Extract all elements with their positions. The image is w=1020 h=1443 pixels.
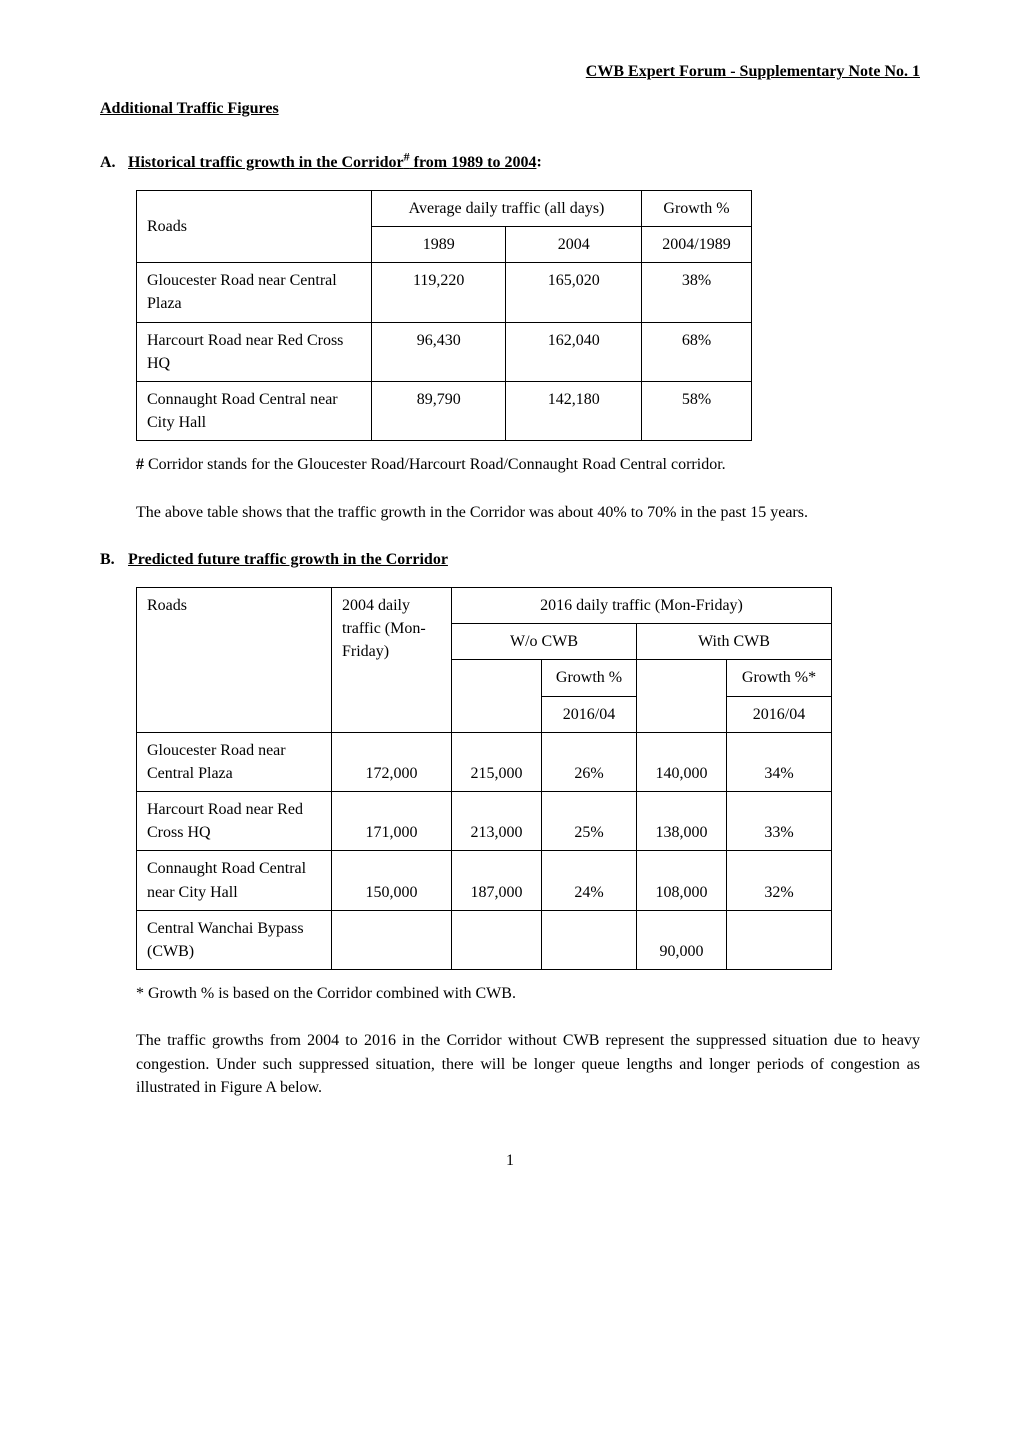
table-a-2004-cell: 162,040 — [506, 322, 642, 381]
table-a-2004-cell: 142,180 — [506, 382, 642, 441]
table-b-wo-val-cell: 187,000 — [452, 851, 542, 910]
table-a-1989-cell: 89,790 — [372, 382, 506, 441]
table-b-blank-with — [637, 660, 727, 732]
table-a-road-cell: Connaught Road Central near City Hall — [137, 382, 372, 441]
section-b-paragraph: The traffic growths from 2004 to 2016 in… — [136, 1029, 920, 1099]
table-b-wo-g-cell: 25% — [542, 792, 637, 851]
note-hash-text: Corridor stands for the Gloucester Road/… — [144, 456, 726, 473]
section-a-title: Historical traffic growth in the Corrido… — [128, 154, 536, 171]
table-b-col-growth-pct: Growth % — [542, 660, 637, 696]
table-a-road-cell: Harcourt Road near Red Cross HQ — [137, 322, 372, 381]
section-a-heading: A. Historical traffic growth in the Corr… — [100, 148, 920, 174]
table-a-col-growth-years: 2004/1989 — [642, 227, 752, 263]
table-b-col-2004-daily: 2004 daily traffic (Mon-Friday) — [332, 587, 452, 732]
table-b-col-with-cwb: With CWB — [637, 624, 832, 660]
table-row: Connaught Road Central near City Hall 15… — [137, 851, 832, 910]
table-b-col-wo-cwb: W/o CWB — [452, 624, 637, 660]
section-a-letter: A. — [100, 151, 124, 174]
table-b-col-roads: Roads — [137, 587, 332, 732]
table-b-2004-cell: 171,000 — [332, 792, 452, 851]
page-number: 1 — [100, 1149, 920, 1172]
table-a-growth-cell: 68% — [642, 322, 752, 381]
section-b-heading: B. Predicted future traffic growth in th… — [100, 548, 920, 571]
table-b-with-g-cell: 33% — [727, 792, 832, 851]
table-row: Harcourt Road near Red Cross HQ 171,000 … — [137, 792, 832, 851]
table-b-col-2016-04-a: 2016/04 — [542, 696, 637, 732]
section-a-title-colon: : — [536, 154, 541, 171]
note-hash: # Corridor stands for the Gloucester Roa… — [136, 453, 920, 476]
table-b-with-val-cell: 108,000 — [637, 851, 727, 910]
section-b-title: Predicted future traffic growth in the C… — [128, 551, 448, 568]
table-a-col-avg-daily: Average daily traffic (all days) — [372, 190, 642, 226]
table-a-col-growth: Growth % — [642, 190, 752, 226]
table-b-with-g-cell: 34% — [727, 732, 832, 791]
table-row: Central Wanchai Bypass (CWB) 90,000 — [137, 910, 832, 969]
table-b-predicted-traffic: Roads 2004 daily traffic (Mon-Friday) 20… — [136, 587, 832, 970]
table-b-blank-wo — [452, 660, 542, 732]
table-b-col-2016-04-b: 2016/04 — [727, 696, 832, 732]
table-a-growth-cell: 58% — [642, 382, 752, 441]
table-b-road-cell: Central Wanchai Bypass (CWB) — [137, 910, 332, 969]
table-a-road-cell: Gloucester Road near Central Plaza — [137, 263, 372, 322]
table-b-with-g-cell — [727, 910, 832, 969]
table-b-col-2016-daily: 2016 daily traffic (Mon-Friday) — [452, 587, 832, 623]
subtitle: Additional Traffic Figures — [100, 97, 920, 120]
table-row: Harcourt Road near Red Cross HQ 96,430 1… — [137, 322, 752, 381]
section-a-title-suffix: from 1989 to 2004 — [410, 154, 537, 171]
table-b-road-cell: Harcourt Road near Red Cross HQ — [137, 792, 332, 851]
note-hash-symbol: # — [136, 456, 144, 473]
table-a-2004-cell: 165,020 — [506, 263, 642, 322]
table-b-with-val-cell: 140,000 — [637, 732, 727, 791]
table-a-col-2004: 2004 — [506, 227, 642, 263]
table-b-with-val-cell: 138,000 — [637, 792, 727, 851]
table-b-2004-cell: 172,000 — [332, 732, 452, 791]
table-b-with-val-cell: 90,000 — [637, 910, 727, 969]
table-b-wo-val-cell: 215,000 — [452, 732, 542, 791]
note-asterisk: * Growth % is based on the Corridor comb… — [136, 982, 920, 1005]
table-row: Gloucester Road near Central Plaza 172,0… — [137, 732, 832, 791]
table-b-road-cell: Connaught Road Central near City Hall — [137, 851, 332, 910]
table-b-wo-g-cell — [542, 910, 637, 969]
table-b-road-cell: Gloucester Road near Central Plaza — [137, 732, 332, 791]
table-b-wo-g-cell: 26% — [542, 732, 637, 791]
section-a-title-prefix: Historical traffic growth in the Corrido… — [128, 154, 404, 171]
table-b-wo-val-cell: 213,000 — [452, 792, 542, 851]
table-b-wo-g-cell: 24% — [542, 851, 637, 910]
table-b-2004-cell — [332, 910, 452, 969]
table-a-1989-cell: 96,430 — [372, 322, 506, 381]
table-a-col-roads: Roads — [137, 190, 372, 262]
section-b-letter: B. — [100, 548, 124, 571]
table-row: Gloucester Road near Central Plaza 119,2… — [137, 263, 752, 322]
table-row: Connaught Road Central near City Hall 89… — [137, 382, 752, 441]
table-a-historical-traffic: Roads Average daily traffic (all days) G… — [136, 190, 752, 442]
table-b-2004-cell: 150,000 — [332, 851, 452, 910]
table-b-wo-val-cell — [452, 910, 542, 969]
header-title: CWB Expert Forum - Supplementary Note No… — [100, 60, 920, 83]
table-a-growth-cell: 38% — [642, 263, 752, 322]
table-a-col-1989: 1989 — [372, 227, 506, 263]
table-b-with-g-cell: 32% — [727, 851, 832, 910]
table-b-col-growth-pct-star: Growth %* — [727, 660, 832, 696]
table-a-1989-cell: 119,220 — [372, 263, 506, 322]
section-a-paragraph: The above table shows that the traffic g… — [136, 501, 920, 524]
